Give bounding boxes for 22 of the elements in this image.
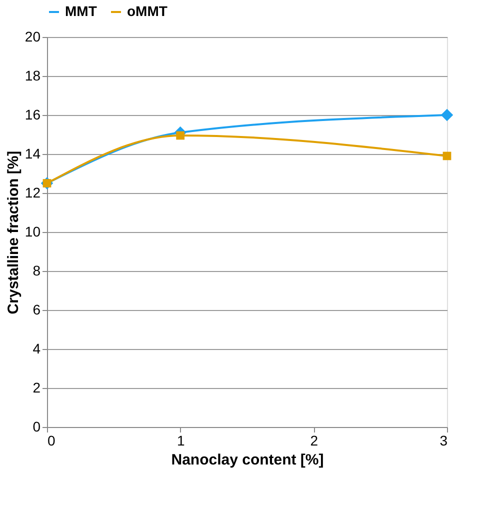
- x-tick-label: 3: [440, 432, 448, 448]
- legend-label: MMT: [65, 3, 98, 19]
- point: [176, 131, 185, 140]
- y-axis-title: Crystalline fraction [%]: [4, 150, 22, 314]
- y-tick-label: 6: [32, 302, 41, 318]
- y-tick-label: 10: [24, 224, 41, 240]
- y-tick-label: 0: [32, 418, 41, 434]
- y-tick-label: 8: [32, 262, 41, 278]
- x-tick-label: 0: [48, 432, 56, 448]
- point: [442, 152, 452, 160]
- y-tick-label: 12: [24, 184, 41, 200]
- x-axis-title: Nanoclay content [%]: [171, 452, 324, 468]
- legend-label: oMMT: [127, 3, 168, 19]
- x-tick-label: 2: [310, 432, 318, 448]
- y-tick-label: 18: [24, 68, 41, 84]
- x-tick-label: 1: [176, 432, 185, 448]
- y-tick-label: 16: [24, 106, 41, 122]
- y-tick-label: 20: [24, 28, 41, 44]
- y-tick-label: 14: [24, 146, 41, 162]
- y-tick-label: 4: [32, 340, 41, 356]
- point: [440, 108, 454, 122]
- y-tick-label: 2: [32, 380, 41, 396]
